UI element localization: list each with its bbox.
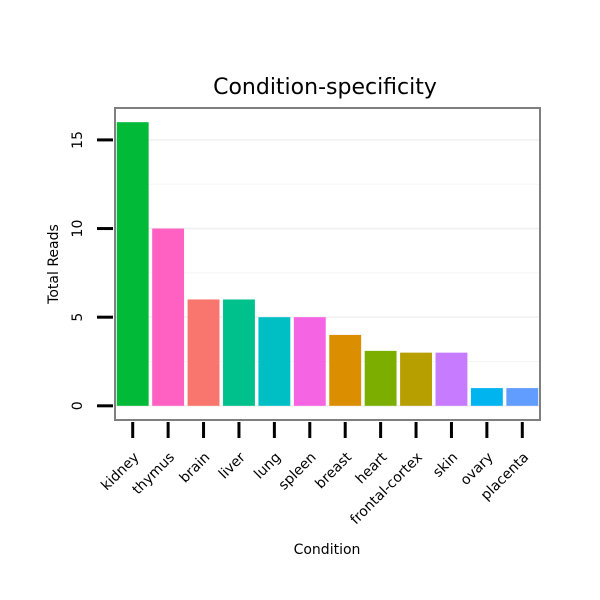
plot-border [114, 107, 541, 421]
bar-breast [329, 334, 362, 406]
x-tick-label-skin: skin [430, 450, 461, 481]
bar-heart [364, 350, 397, 406]
bars [116, 122, 539, 406]
y-tick-label: 10 [70, 220, 86, 238]
bar-skin [435, 352, 468, 406]
x-tick-label-spleen: spleen [276, 450, 320, 494]
bar-thymus [152, 228, 185, 406]
y-tick-label: 0 [70, 401, 86, 410]
x-tick-label-liver: liver [216, 449, 249, 482]
bar-lung [258, 317, 291, 406]
bar-liver [223, 299, 255, 406]
bar-frontal-cortex [400, 352, 432, 406]
y-axis: 0 5 10 15 [70, 131, 113, 410]
bar-brain [187, 299, 220, 406]
chart-title: Condition-specificity [213, 75, 437, 100]
bar-kidney [116, 122, 149, 406]
x-tick-label-breast: breast [312, 449, 355, 492]
bar-spleen [293, 317, 326, 406]
x-axis-label: Condition [294, 542, 361, 558]
x-tick-label-brain: brain [177, 450, 214, 487]
y-axis-label: Total Reads [46, 224, 62, 305]
bar-ovary [470, 388, 503, 406]
y-tick-label: 15 [70, 131, 86, 149]
plot-background [115, 108, 540, 420]
y-tick-label: 5 [70, 313, 86, 322]
gridlines [115, 139, 540, 407]
bar-placenta [506, 388, 539, 406]
